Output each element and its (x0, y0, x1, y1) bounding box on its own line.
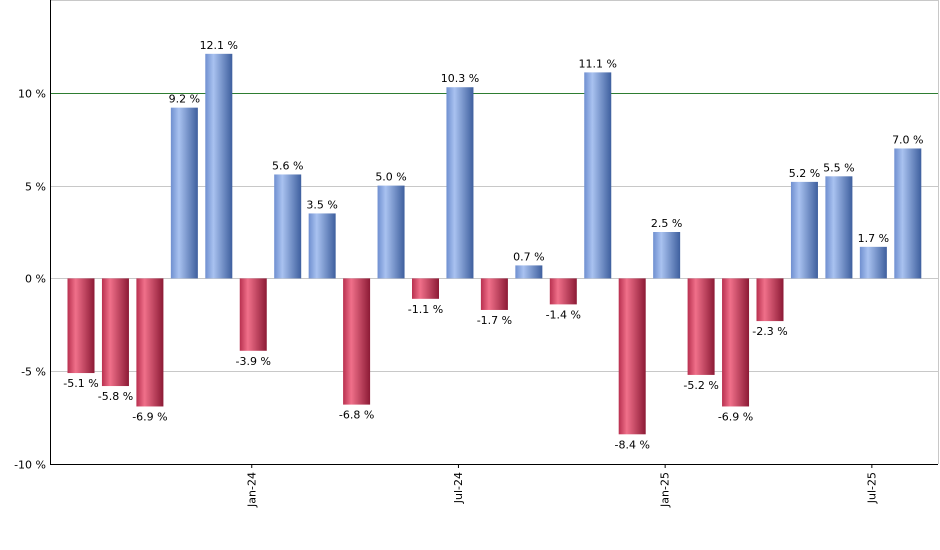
data-label: 0.7 % (513, 250, 544, 263)
bar (653, 232, 681, 279)
data-label: 9.2 % (169, 93, 200, 106)
data-label: -6.8 % (339, 409, 374, 422)
data-label: 2.5 % (651, 217, 682, 230)
data-label: 3.5 % (306, 198, 337, 211)
data-label: -2.3 % (752, 325, 787, 338)
x-tick-label: Jan-25 (659, 472, 672, 508)
y-tick-label: 0 % (25, 273, 46, 286)
bar (584, 72, 612, 279)
data-label: 10.3 % (441, 72, 479, 85)
bar (894, 148, 922, 279)
y-tick-label: 5 % (25, 181, 46, 194)
data-labels: -5.1 %-5.8 % -6.9 % 9.2 % 12.1 % -3.9 % 5.6 %… (63, 39, 923, 451)
data-label: -1.7 % (477, 314, 512, 327)
data-label: -5.2 % (683, 379, 718, 392)
data-label: 11.1 % (579, 57, 617, 70)
bar (136, 278, 164, 407)
data-label: -1.1 % (408, 303, 443, 316)
bar (859, 246, 887, 279)
y-tick-label: -10 % (14, 459, 46, 472)
bar (274, 174, 302, 279)
data-label: -5.1 % (63, 377, 98, 390)
bar (205, 53, 233, 279)
bar (722, 278, 750, 407)
gridlines (50, 0, 939, 464)
data-label: -8.4 % (614, 438, 649, 451)
data-label: -1.4 % (546, 308, 581, 321)
data-label: 5.5 % (823, 161, 854, 174)
data-label: 7.0 % (892, 133, 923, 146)
x-tick-label: Jul-24 (452, 472, 465, 504)
y-tick-label: 10 % (18, 88, 46, 101)
x-tick-label: Jul-25 (865, 472, 878, 504)
data-label: 5.0 % (375, 171, 406, 184)
bar (618, 278, 646, 435)
bar (480, 278, 508, 310)
data-label: -6.9 % (718, 410, 753, 423)
bar (101, 278, 129, 387)
data-label: 5.6 % (272, 159, 303, 172)
x-tick-label: Jan-24 (245, 472, 258, 508)
bar (412, 278, 439, 299)
y-tick-label: -5 % (21, 366, 46, 379)
data-label: -3.9 % (236, 355, 271, 368)
bar (549, 278, 577, 305)
axes: -10 % -5 % 0 % 5 % 10 % Jan-24 Jul-24 Jan-25 Jul… (14, 0, 938, 508)
bar (239, 278, 267, 351)
bar (756, 278, 784, 322)
data-label: -6.9 % (132, 410, 167, 423)
bar (446, 87, 474, 279)
bars (67, 53, 922, 435)
bar (687, 278, 715, 375)
bar (377, 185, 405, 279)
data-label: 1.7 % (858, 232, 889, 245)
bar (67, 278, 95, 374)
data-label: 12.1 % (200, 39, 238, 52)
bar (343, 278, 371, 405)
bar (308, 213, 336, 279)
data-label: 5.2 % (789, 167, 820, 180)
bar (515, 265, 543, 279)
data-label: -5.8 % (98, 390, 133, 403)
bar (825, 176, 853, 279)
bar (790, 181, 818, 279)
bar (170, 107, 198, 279)
